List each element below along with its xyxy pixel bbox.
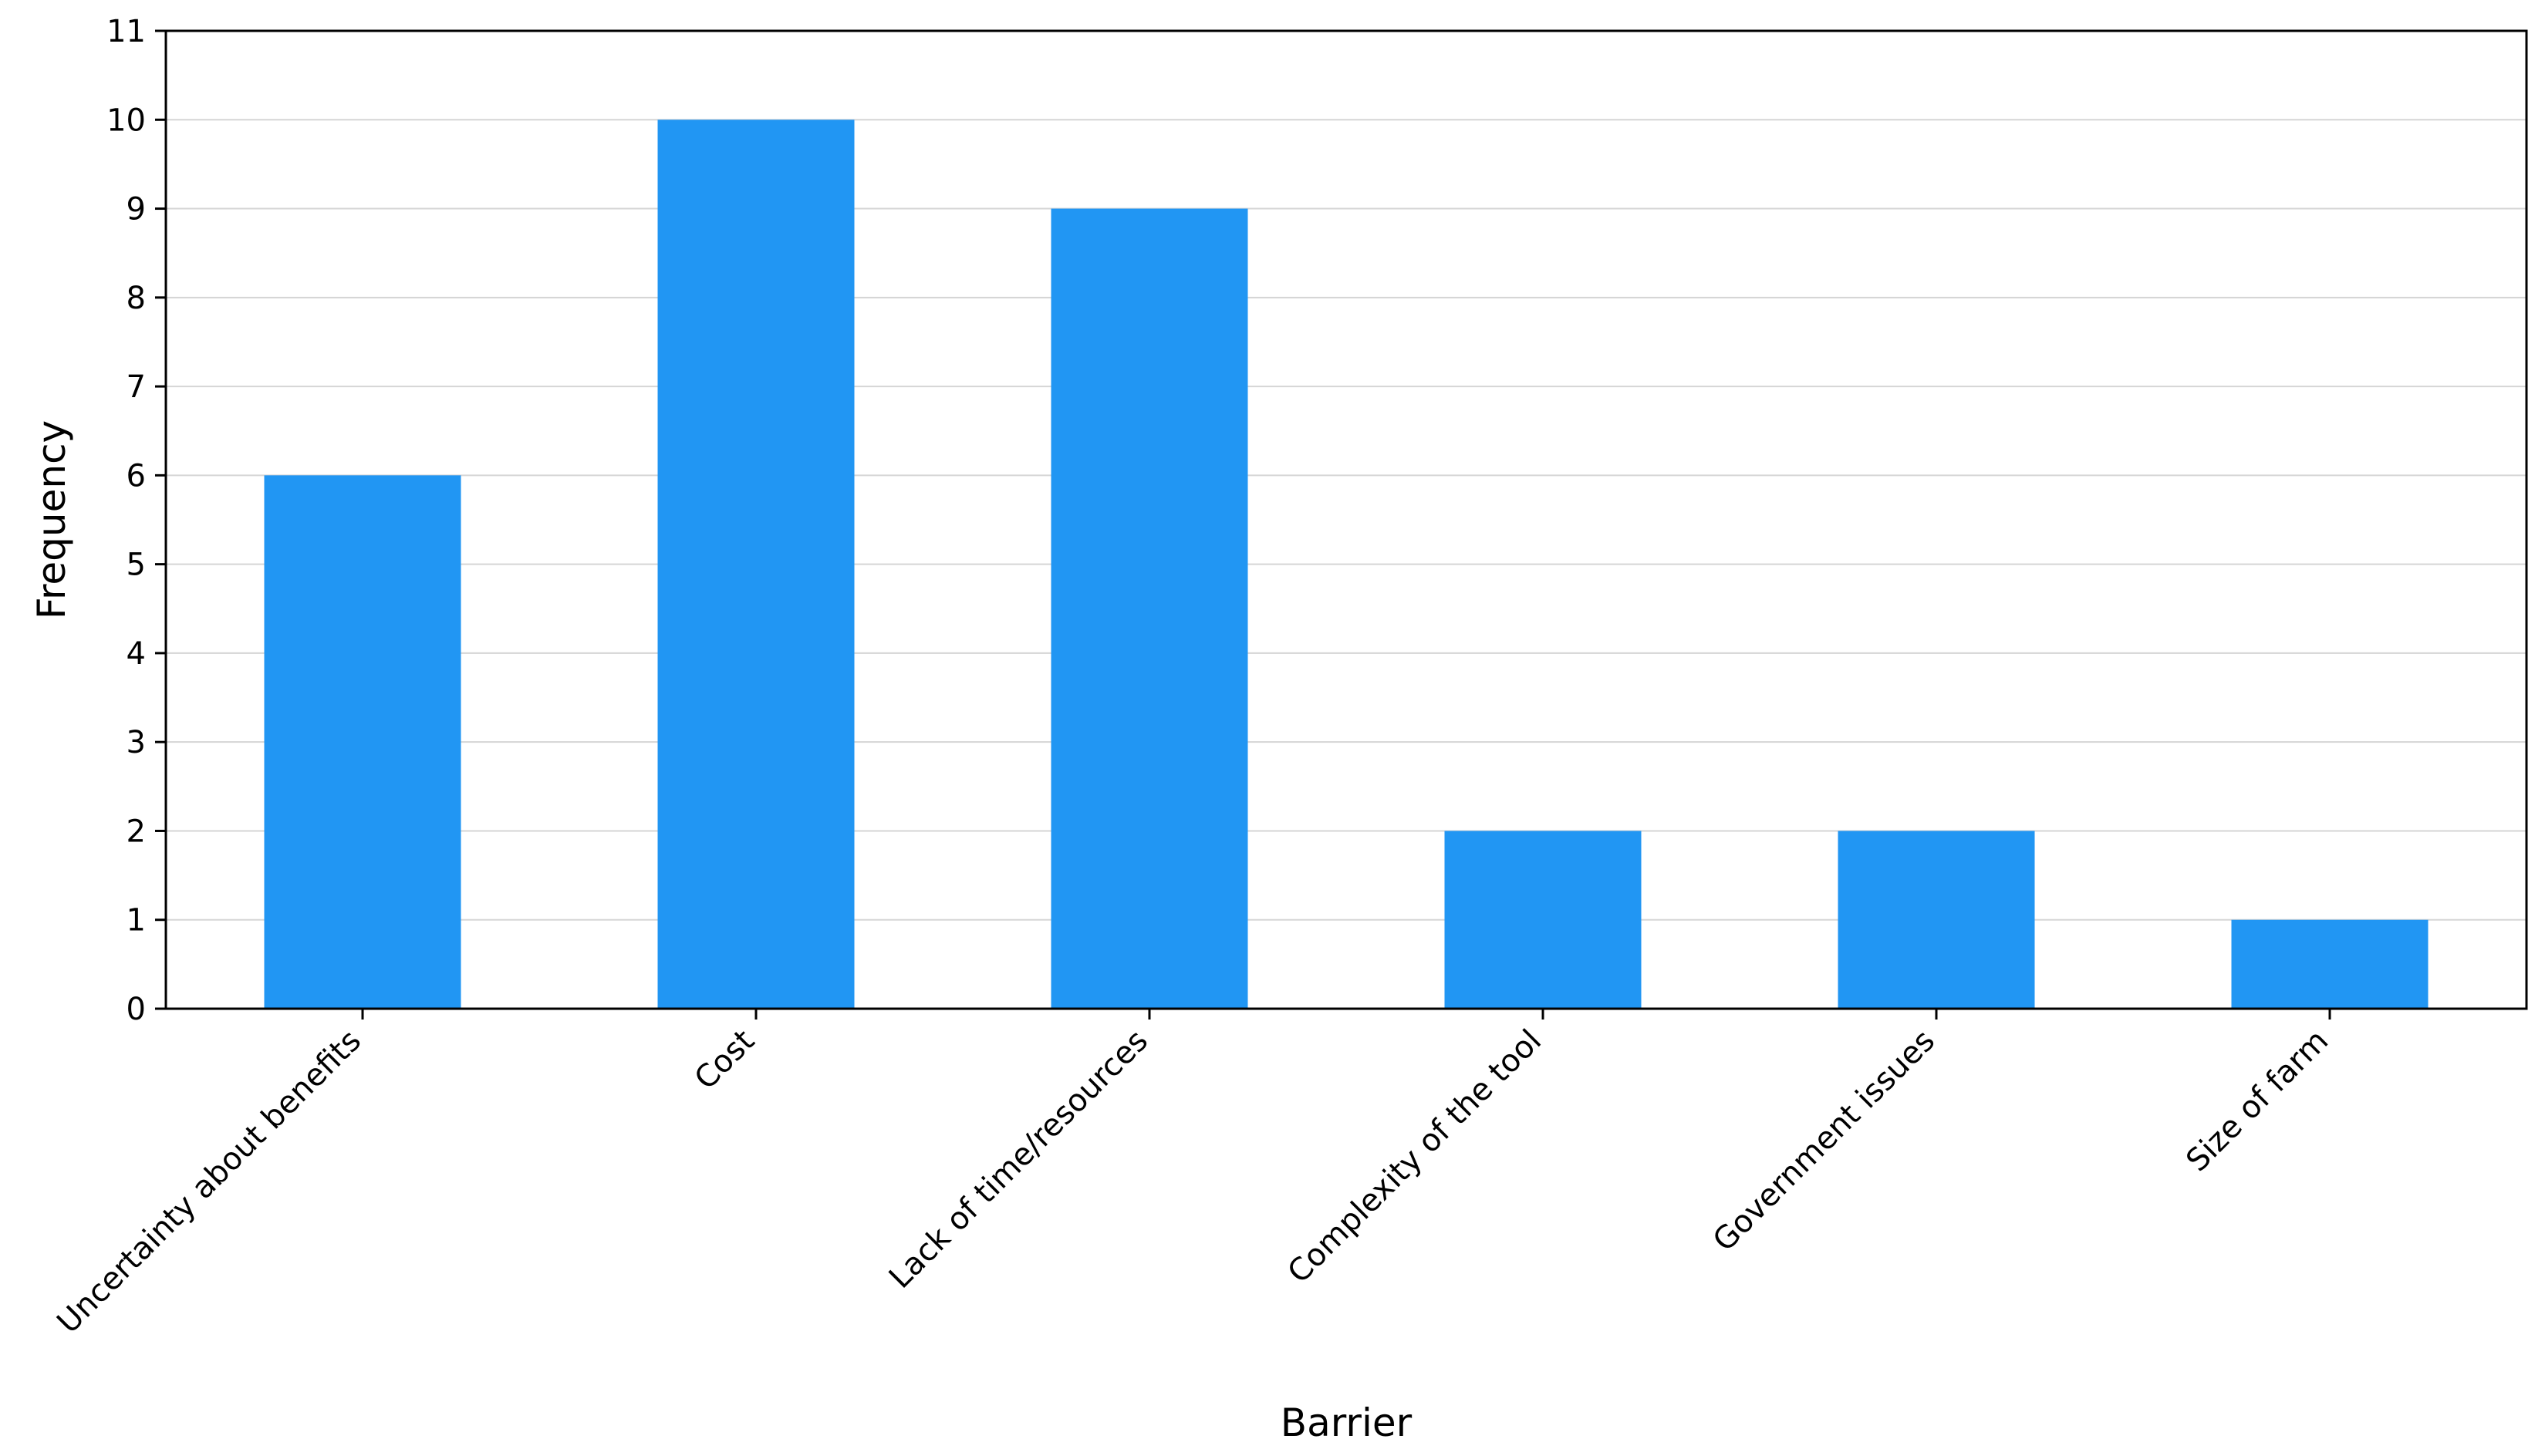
bar xyxy=(264,475,461,1009)
x-tick-label: Uncertainty about benefits xyxy=(50,1023,368,1341)
x-tick-label: Lack of time/resources xyxy=(883,1023,1155,1296)
y-tick-label: 10 xyxy=(106,103,146,138)
bar xyxy=(1051,208,1248,1009)
y-axis: 0 1 2 3 4 5 6 7 8 9 10 11 xyxy=(106,14,166,1027)
y-tick-label: 2 xyxy=(127,814,146,849)
y-tick-label: 5 xyxy=(127,548,146,583)
x-axis: Uncertainty about benefits Cost Lack of ti… xyxy=(50,1009,2335,1340)
y-tick-label: 11 xyxy=(106,14,146,49)
x-tick-label: Cost xyxy=(688,1023,761,1097)
y-tick-label: 4 xyxy=(127,636,146,672)
x-tick-label: Size of farm xyxy=(2179,1023,2335,1179)
y-tick-label: 0 xyxy=(127,992,146,1027)
bar xyxy=(1444,831,1642,1009)
bar xyxy=(1838,831,2035,1009)
x-tick-label: Complexity of the tool xyxy=(1281,1023,1548,1290)
y-tick-label: 6 xyxy=(127,458,146,494)
x-tick-label: Government issues xyxy=(1706,1023,1942,1259)
y-tick-label: 7 xyxy=(127,369,146,405)
x-axis-title: Barrier xyxy=(1281,1400,1413,1445)
bars xyxy=(264,120,2429,1009)
grid-lines xyxy=(166,119,2526,921)
y-axis-title: Frequency xyxy=(29,420,74,619)
y-tick-label: 3 xyxy=(127,725,146,760)
bar xyxy=(657,120,855,1009)
bar xyxy=(2231,919,2429,1009)
y-tick-label: 9 xyxy=(127,192,146,228)
y-tick-label: 8 xyxy=(127,281,146,316)
plot-frame xyxy=(164,29,2528,1010)
y-tick-label: 1 xyxy=(127,903,146,939)
